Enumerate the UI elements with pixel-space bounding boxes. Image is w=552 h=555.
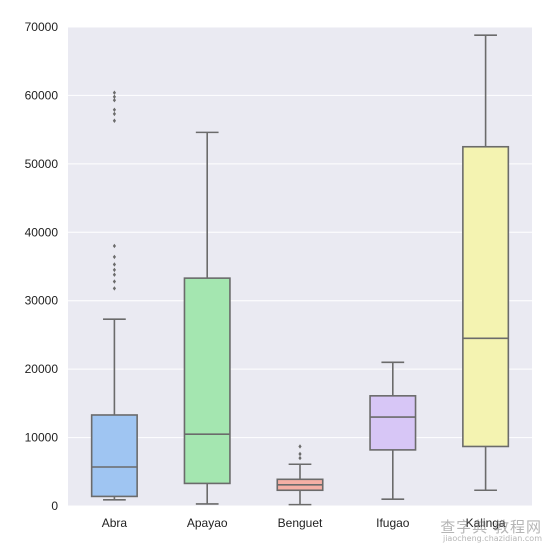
outlier-abra-10 [112,98,116,103]
x-tick-label-kalinga: Kalinga [466,516,506,530]
box-ifugao [369,395,417,451]
watermark: 查字典 教程网 jiaocheng.chazidian.com [440,519,542,544]
x-tick-label-apayao: Apayao [187,516,228,530]
outlier-benguet-0 [298,455,302,461]
grid-lines [68,26,532,507]
outlier-abra-1 [112,279,116,284]
y-tick-label-40000: 40000 [25,225,59,239]
box-group-ifugao [369,361,417,500]
outlier-abra-11 [112,94,116,99]
box-kalinga [462,145,510,448]
x-tick-label-abra: Abra [102,516,128,530]
plot-background [68,27,532,506]
outlier-benguet-2 [298,444,302,449]
y-tick-label-20000: 20000 [25,362,59,376]
y-tick-label-10000: 10000 [25,431,59,445]
outlier-abra-4 [112,262,116,267]
outlier-abra-12 [112,90,116,95]
x-tick-label-benguet: Benguet [278,516,323,530]
x-tick-label-ifugao: Ifugao [376,516,410,530]
x-axis-tick-labels: Abra Apayao Benguet Ifugao Kalinga [102,516,506,530]
box-abra [90,414,138,498]
outlier-abra-5 [112,254,116,260]
outlier-benguet-1 [298,451,302,457]
outlier-abra-3 [112,267,116,273]
outlier-abra-2 [112,272,116,277]
y-tick-label-50000: 50000 [25,157,59,171]
box-group-benguet [276,444,324,506]
watermark-main-text: 查字典 教程网 [440,517,542,536]
outlier-abra-0 [112,286,116,291]
y-tick-label-60000: 60000 [25,88,59,102]
box-group-kalinga [462,34,510,492]
outlier-abra-8 [112,111,116,117]
outlier-abra-7 [112,118,116,123]
y-tick-label-70000: 70000 [25,20,59,34]
watermark-sub-text: jiaocheng.chazidian.com [442,534,542,544]
box-group-abra [90,90,138,501]
y-axis-tick-labels: 0 10000 20000 30000 40000 50000 60000 70000 [25,20,59,513]
box-group-apayao [183,131,231,505]
outlier-abra-6 [112,243,116,249]
y-tick-label-30000: 30000 [25,294,59,308]
box-apayao [183,277,231,485]
outlier-abra-9 [112,107,116,112]
boxes [90,34,510,506]
y-tick-label-0: 0 [51,499,58,513]
